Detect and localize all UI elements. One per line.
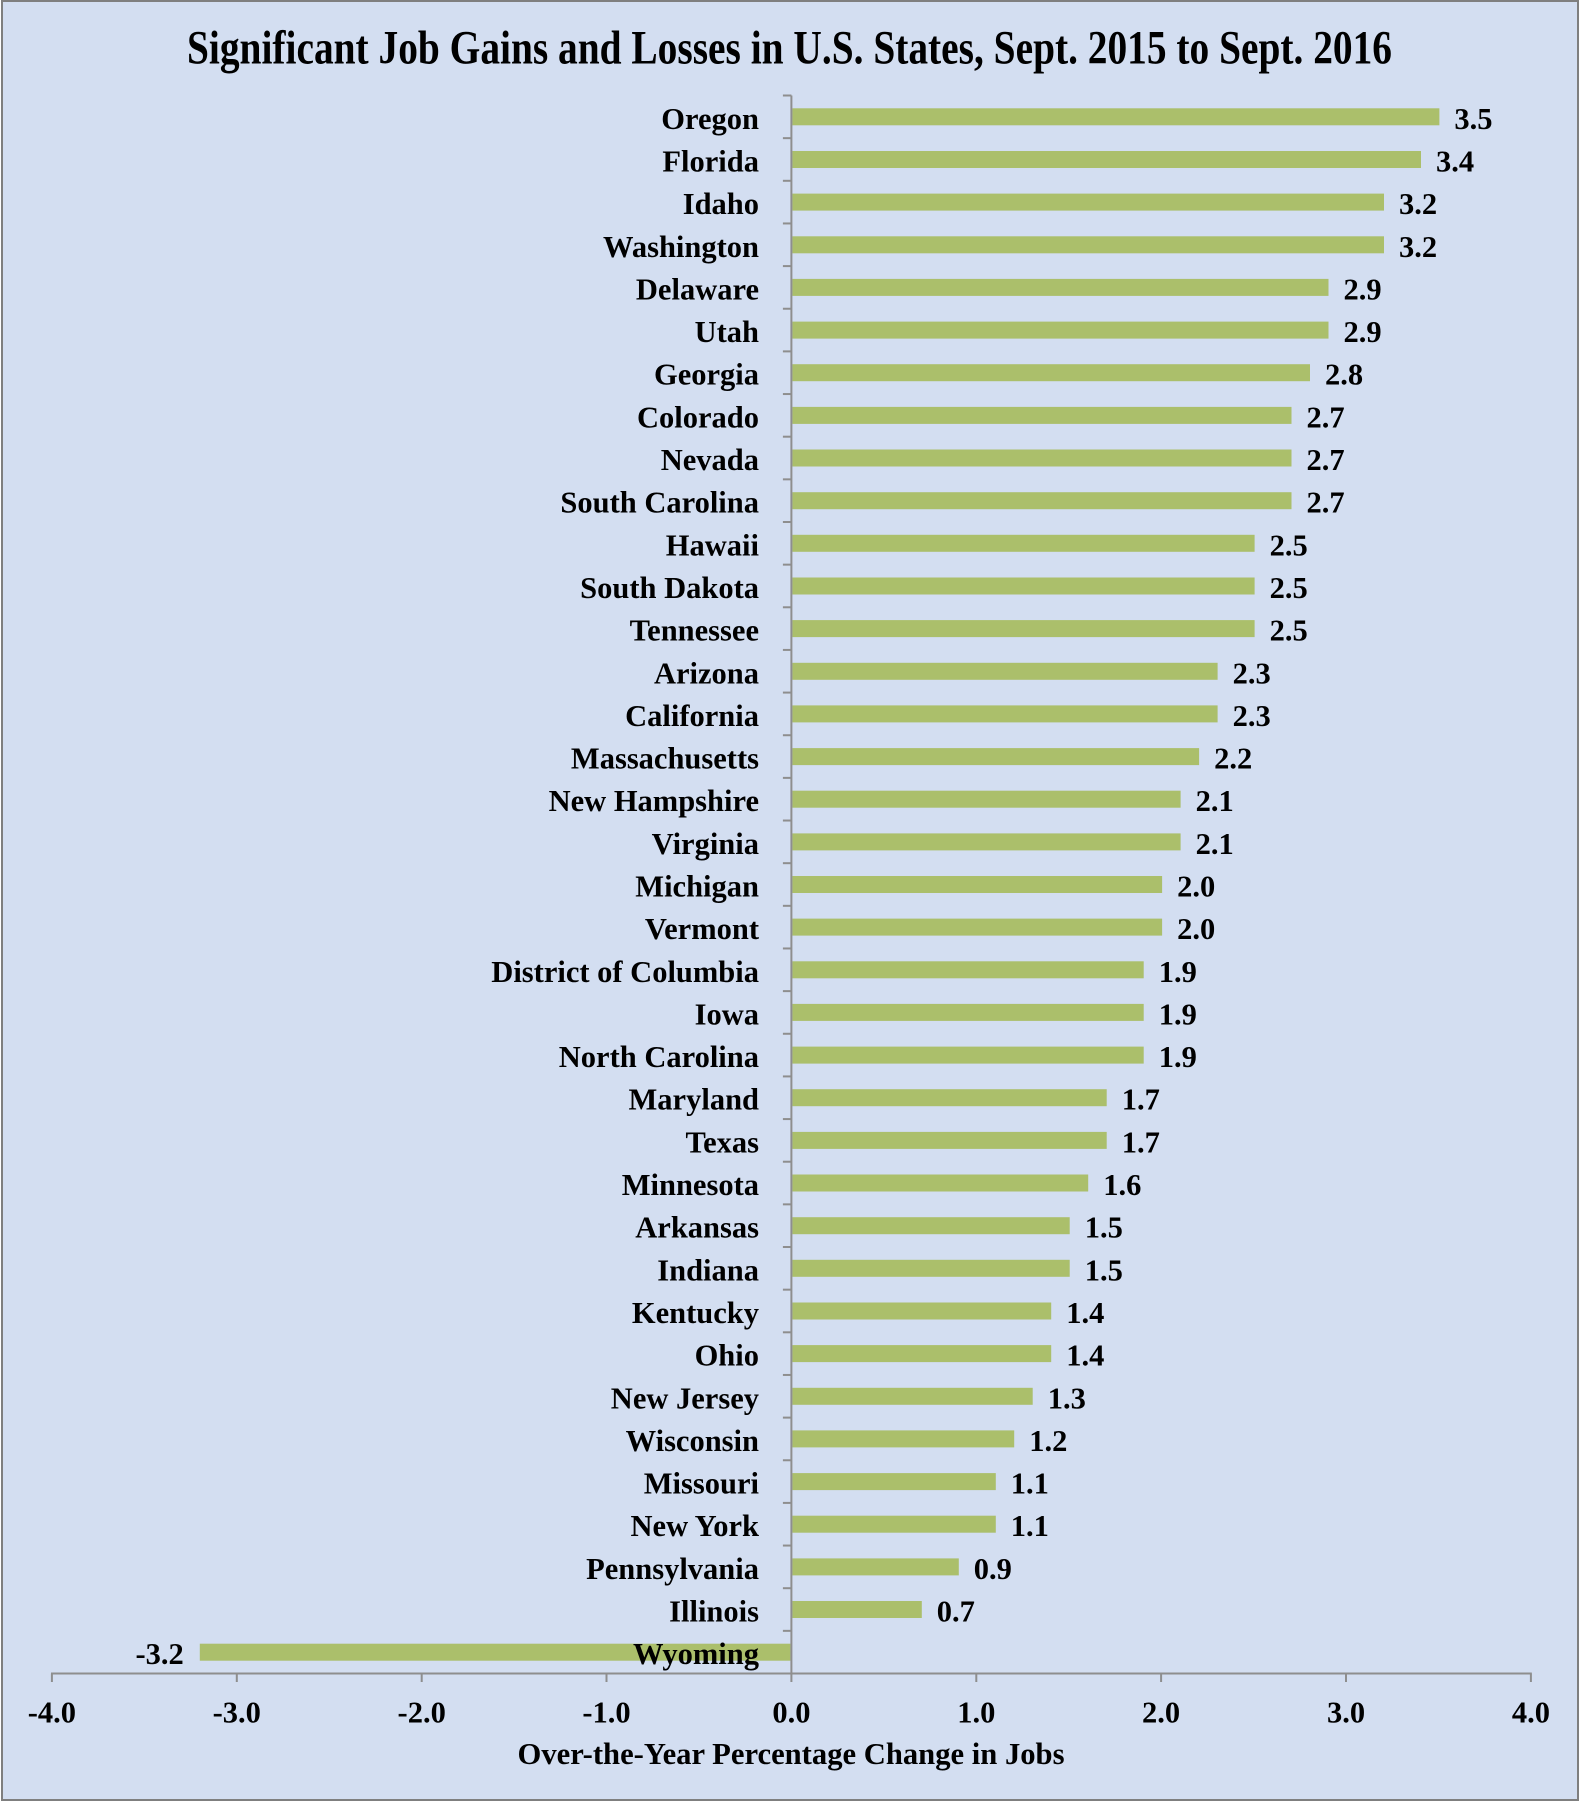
svg-text:2.1: 2.1 (1196, 784, 1234, 818)
svg-text:3.2: 3.2 (1399, 187, 1437, 221)
svg-text:New York: New York (631, 1509, 760, 1543)
svg-text:3.0: 3.0 (1327, 1696, 1365, 1730)
svg-text:1.4: 1.4 (1066, 1296, 1104, 1330)
svg-text:3.4: 3.4 (1436, 145, 1474, 179)
svg-text:Texas: Texas (686, 1125, 760, 1159)
svg-text:1.1: 1.1 (1011, 1509, 1049, 1543)
svg-text:2.0: 2.0 (1142, 1696, 1180, 1730)
svg-text:1.0: 1.0 (957, 1696, 995, 1730)
svg-text:Utah: Utah (695, 315, 759, 349)
svg-text:0.0: 0.0 (772, 1696, 810, 1730)
svg-text:Arkansas: Arkansas (635, 1211, 759, 1245)
svg-text:Wisconsin: Wisconsin (626, 1424, 759, 1458)
svg-text:Michigan: Michigan (635, 870, 759, 904)
svg-text:0.9: 0.9 (974, 1552, 1012, 1586)
svg-text:1.9: 1.9 (1159, 997, 1197, 1031)
svg-text:Tennessee: Tennessee (630, 614, 759, 648)
svg-text:2.3: 2.3 (1233, 656, 1271, 690)
svg-text:North Carolina: North Carolina (559, 1040, 759, 1074)
svg-text:2.5: 2.5 (1270, 571, 1308, 605)
svg-text:2.7: 2.7 (1307, 400, 1345, 434)
svg-text:Florida: Florida (662, 145, 759, 179)
svg-text:Colorado: Colorado (637, 400, 759, 434)
svg-text:1.9: 1.9 (1159, 1040, 1197, 1074)
svg-text:Georgia: Georgia (654, 358, 759, 392)
svg-text:2.0: 2.0 (1177, 912, 1215, 946)
svg-text:2.0: 2.0 (1177, 870, 1215, 904)
svg-text:-3.0: -3.0 (213, 1696, 261, 1730)
svg-text:Washington: Washington (603, 230, 759, 264)
svg-text:-1.0: -1.0 (582, 1696, 630, 1730)
svg-text:1.3: 1.3 (1048, 1381, 1086, 1415)
svg-text:Arizona: Arizona (654, 656, 759, 690)
svg-text:Iowa: Iowa (695, 997, 759, 1031)
svg-text:Indiana: Indiana (657, 1253, 759, 1287)
svg-text:Significant Job Gains and Loss: Significant Job Gains and Losses in U.S.… (187, 22, 1392, 75)
svg-text:Wyoming: Wyoming (633, 1637, 759, 1671)
svg-text:1.6: 1.6 (1103, 1168, 1141, 1202)
svg-text:3.5: 3.5 (1454, 102, 1492, 136)
svg-text:2.9: 2.9 (1344, 272, 1382, 306)
svg-text:2.1: 2.1 (1196, 827, 1234, 861)
svg-text:Ohio: Ohio (695, 1339, 759, 1373)
svg-text:Vermont: Vermont (645, 912, 760, 946)
svg-text:1.1: 1.1 (1011, 1467, 1049, 1501)
svg-text:District of Columbia: District of Columbia (491, 955, 759, 989)
svg-text:Minnesota: Minnesota (622, 1168, 759, 1202)
svg-text:Virginia: Virginia (652, 827, 759, 861)
svg-text:0.7: 0.7 (937, 1595, 975, 1629)
svg-text:Kentucky: Kentucky (632, 1296, 759, 1330)
svg-text:Idaho: Idaho (683, 187, 759, 221)
svg-text:2.2: 2.2 (1214, 742, 1252, 776)
svg-text:3.2: 3.2 (1399, 230, 1437, 264)
svg-text:Nevada: Nevada (661, 443, 759, 477)
svg-text:Over-the-Year Percentage Chang: Over-the-Year Percentage Change in Jobs (518, 1737, 1065, 1771)
svg-text:1.7: 1.7 (1122, 1083, 1160, 1117)
svg-text:Delaware: Delaware (636, 272, 759, 306)
svg-text:1.9: 1.9 (1159, 955, 1197, 989)
svg-text:Massachusetts: Massachusetts (571, 742, 759, 776)
svg-text:Maryland: Maryland (629, 1083, 760, 1117)
svg-text:2.5: 2.5 (1270, 528, 1308, 562)
svg-text:California: California (625, 699, 759, 733)
svg-text:New Jersey: New Jersey (611, 1381, 759, 1415)
svg-text:1.5: 1.5 (1085, 1253, 1123, 1287)
svg-text:1.4: 1.4 (1066, 1339, 1104, 1373)
svg-text:-3.2: -3.2 (136, 1637, 184, 1671)
svg-text:Oregon: Oregon (661, 102, 759, 136)
svg-text:2.3: 2.3 (1233, 699, 1271, 733)
svg-text:Hawaii: Hawaii (666, 528, 760, 562)
svg-text:4.0: 4.0 (1512, 1696, 1550, 1730)
svg-text:South Dakota: South Dakota (580, 571, 759, 605)
svg-text:2.7: 2.7 (1307, 486, 1345, 520)
svg-text:1.5: 1.5 (1085, 1211, 1123, 1245)
svg-text:Missouri: Missouri (644, 1467, 760, 1501)
svg-text:Illinois: Illinois (669, 1595, 759, 1629)
svg-text:-4.0: -4.0 (28, 1696, 76, 1730)
svg-text:Pennsylvania: Pennsylvania (586, 1552, 759, 1586)
svg-text:2.5: 2.5 (1270, 614, 1308, 648)
svg-text:2.9: 2.9 (1344, 315, 1382, 349)
svg-text:South Carolina: South Carolina (560, 486, 759, 520)
svg-text:1.7: 1.7 (1122, 1125, 1160, 1159)
svg-text:1.2: 1.2 (1029, 1424, 1067, 1458)
svg-text:2.7: 2.7 (1307, 443, 1345, 477)
svg-text:New Hampshire: New Hampshire (549, 784, 759, 818)
svg-text:-2.0: -2.0 (398, 1696, 446, 1730)
svg-text:2.8: 2.8 (1325, 358, 1363, 392)
